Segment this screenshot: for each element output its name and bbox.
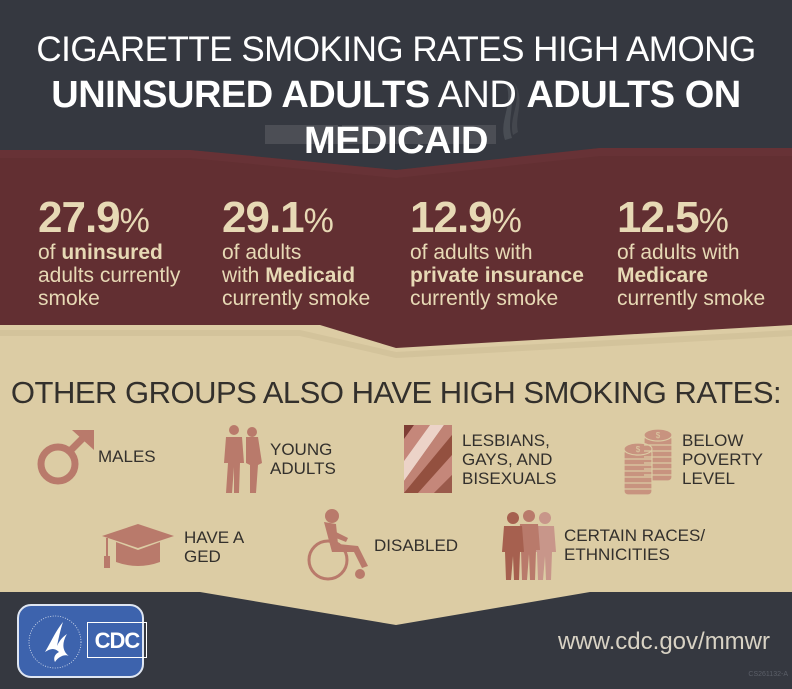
cdc-wordmark: CDC bbox=[87, 622, 147, 658]
group-label: YOUNG ADULTS bbox=[270, 440, 336, 478]
stat-private-insurance: 12.9% of adults with private insurance c… bbox=[410, 193, 584, 311]
group-label: LESBIANS, GAYS, AND BISEXUALS bbox=[462, 430, 557, 488]
svg-text:$: $ bbox=[636, 445, 641, 454]
group-disabled: DISABLED bbox=[302, 508, 458, 582]
title-uninsured: UNINSURED ADULTS bbox=[51, 74, 430, 116]
cigarette-icon bbox=[265, 80, 520, 144]
page-title: CIGARETTE SMOKING RATES HIGH AMONG UNINS… bbox=[0, 28, 792, 164]
stat-medicare: 12.5% of adults with Medicare currently … bbox=[617, 193, 766, 311]
hhs-eagle-icon bbox=[28, 615, 82, 669]
stat-unit: % bbox=[491, 202, 522, 240]
group-label: BELOW POVERTY LEVEL bbox=[682, 430, 763, 488]
graduation-cap-icon bbox=[102, 524, 174, 568]
cdc-logo[interactable]: CDC bbox=[17, 604, 147, 678]
stat-description: of adults with private insurance current… bbox=[410, 241, 584, 310]
title-and: AND bbox=[429, 74, 527, 116]
group-label: DISABLED bbox=[374, 535, 459, 555]
group-males: MALES bbox=[36, 426, 156, 486]
footer-url-link[interactable]: www.cdc.gov/mmwr bbox=[557, 628, 770, 655]
stat-uninsured: 27.9% of uninsured adults currently smok… bbox=[38, 193, 181, 311]
people-group-icon bbox=[502, 510, 556, 580]
group-races-ethnicities: CERTAIN RACES/ ETHNICITIES bbox=[500, 508, 705, 582]
stat-description: of adults with Medicare currently smoke bbox=[617, 241, 766, 310]
wheelchair-icon bbox=[307, 509, 368, 581]
group-label: MALES bbox=[98, 446, 156, 466]
group-label: CERTAIN RACES/ ETHNICITIES bbox=[564, 526, 706, 564]
coin-stacks-icon: $ $ bbox=[623, 428, 673, 495]
stat-value: 29.1 bbox=[222, 193, 305, 242]
stat-value: 27.9 bbox=[38, 193, 121, 242]
title-medicaid: ADULTS ON MEDICAID bbox=[304, 74, 741, 162]
stat-value: 12.9 bbox=[410, 193, 493, 242]
group-ged: HAVE A GED bbox=[100, 522, 244, 572]
stat-unit: % bbox=[119, 202, 150, 240]
group-label: HAVE A GED bbox=[184, 528, 245, 566]
stat-description: of uninsured adults currently smoke bbox=[38, 241, 181, 310]
svg-text:$: $ bbox=[656, 431, 661, 440]
stat-value: 12.5 bbox=[617, 193, 700, 242]
title-line-1: CIGARETTE SMOKING RATES HIGH AMONG bbox=[36, 30, 756, 69]
stat-description: of adults with Medicaid currently smoke bbox=[222, 241, 371, 310]
group-young-adults: YOUNG ADULTS bbox=[222, 423, 336, 495]
striped-flag-icon bbox=[404, 425, 452, 493]
document-code: CS261132-A bbox=[748, 671, 788, 678]
groups-title: OTHER GROUPS ALSO HAVE HIGH SMOKING RATE… bbox=[10, 375, 782, 410]
male-symbol-icon bbox=[37, 430, 94, 485]
young-adults-icon bbox=[224, 425, 262, 493]
title-line-2: UNINSURED ADULTS AND ADULTS ON MEDICAID bbox=[0, 72, 792, 164]
stat-medicaid: 29.1% of adults with Medicaid currently … bbox=[222, 193, 371, 311]
stat-unit: % bbox=[698, 202, 729, 240]
stat-unit: % bbox=[303, 202, 334, 240]
group-poverty: $ $ BELOW POVERTY LEVEL bbox=[622, 423, 763, 495]
group-lgb: LESBIANS, GAYS, AND BISEXUALS bbox=[404, 425, 557, 493]
